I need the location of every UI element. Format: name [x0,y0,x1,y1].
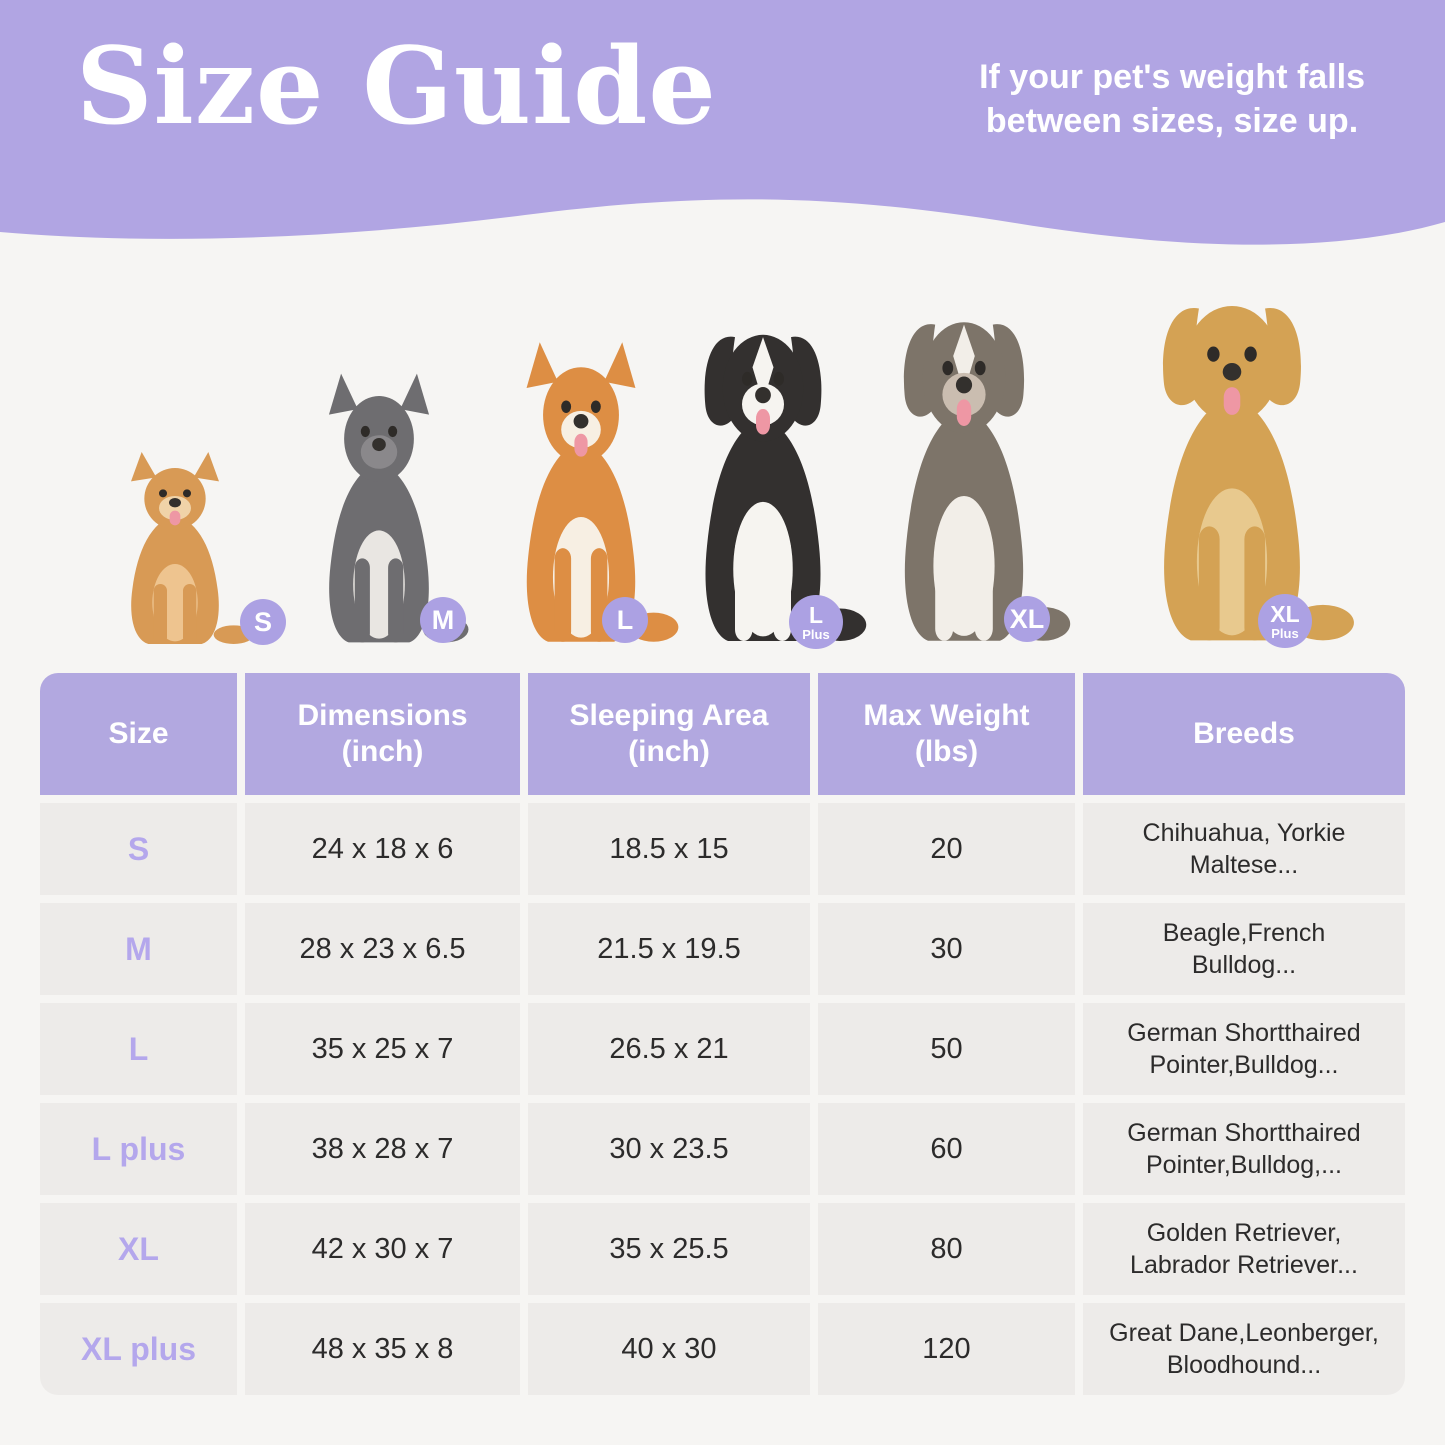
row-s-sleeping-area: 18.5 x 15 [528,803,810,895]
row-s-breeds: Chihuahua, Yorkie Maltese... [1083,803,1405,895]
row-l-breeds: German Shortthaired Pointer,Bulldog... [1083,1003,1405,1095]
size-badge-xl: XL [1004,596,1050,642]
row-l-plus-dimensions: 38 x 28 x 7 [245,1103,520,1195]
row-l-plus-size: L plus [40,1103,237,1195]
row-l-sleeping-area: 26.5 x 21 [528,1003,810,1095]
row-l-plus-breeds: German Shortthaired Pointer,Bulldog,... [1083,1103,1405,1195]
sizing-note: If your pet's weight falls between sizes… [979,56,1365,143]
size-badge-xl-plus: XL Plus [1258,594,1312,648]
dog-pomeranian-image [95,448,255,648]
size-badge-l: L [602,597,648,643]
row-xl-dimensions: 42 x 30 x 7 [245,1203,520,1295]
row-xl-plus-max-weight: 120 [818,1303,1075,1395]
header-band: Size Guide If your pet's weight falls be… [0,0,1445,262]
dog-shiba-inu-image [482,336,680,648]
size-badge-s: S [240,599,286,645]
dog-border-collie-image [658,300,868,648]
row-xl-plus-breeds: Great Dane,Leonberger, Bloodhound... [1083,1303,1405,1395]
row-xl-plus-dimensions: 48 x 35 x 8 [245,1303,520,1395]
row-s-dimensions: 24 x 18 x 6 [245,803,520,895]
size-badge-m: M [420,597,466,643]
col-header-size: Size [40,673,237,795]
row-xl-size: XL [40,1203,237,1295]
row-xl-plus-sleeping-area: 40 x 30 [528,1303,810,1395]
row-l-size: L [40,1003,237,1095]
page-title: Size Guide [76,23,717,148]
row-l-dimensions: 35 x 25 x 7 [245,1003,520,1095]
header-wave-shape [0,0,1445,245]
dog-australian-shepherd-image [856,286,1072,648]
row-m-size: M [40,903,237,995]
row-l-max-weight: 50 [818,1003,1075,1095]
col-header-max-weight: Max Weight (lbs) [818,673,1075,795]
dog-golden-retriever-image [1108,268,1356,648]
col-header-dimensions: Dimensions (inch) [245,673,520,795]
col-header-breeds: Breeds [1083,673,1405,795]
row-l-plus-max-weight: 60 [818,1103,1075,1195]
row-s-size: S [40,803,237,895]
row-xl-max-weight: 80 [818,1203,1075,1295]
dogs-row: S M L L Plus XL XL Plus [0,0,1445,670]
size-badge-l-plus: L Plus [789,595,843,649]
sizing-note-line2: between sizes, size up. [985,101,1359,140]
row-m-breeds: Beagle,French Bulldog... [1083,903,1405,995]
row-xl-plus-size: XL plus [40,1303,237,1395]
row-xl-breeds: Golden Retriever, Labrador Retriever... [1083,1203,1405,1295]
sizing-note-line1: If your pet's weight falls [979,58,1365,96]
row-m-sleeping-area: 21.5 x 19.5 [528,903,810,995]
col-header-sleeping-area: Sleeping Area (inch) [528,673,810,795]
size-table: Size Dimensions (inch) Sleeping Area (inch… [40,673,1405,1395]
row-s-max-weight: 20 [818,803,1075,895]
row-m-dimensions: 28 x 23 x 6.5 [245,903,520,995]
row-m-max-weight: 30 [818,903,1075,995]
row-l-plus-sleeping-area: 30 x 23.5 [528,1103,810,1195]
row-xl-sleeping-area: 35 x 25.5 [528,1203,810,1295]
